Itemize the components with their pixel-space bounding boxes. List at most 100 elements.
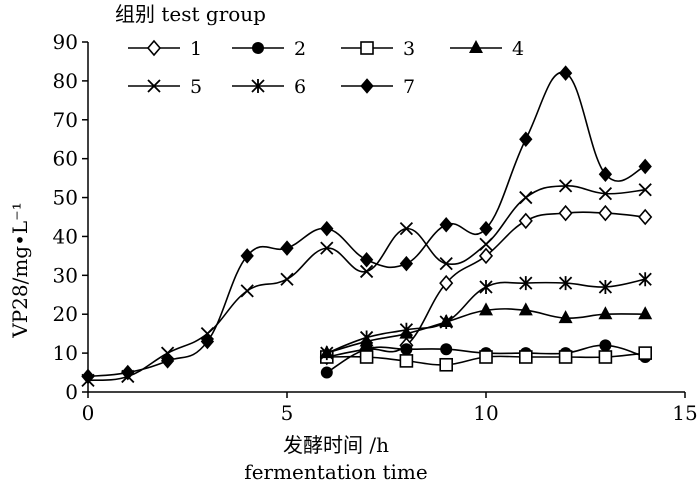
series-6-point: [399, 322, 414, 337]
series-1-point: [598, 204, 613, 222]
series-7-point: [81, 368, 95, 385]
series-4-point: [518, 302, 533, 316]
series-7-point: [598, 166, 613, 182]
series-3: [319, 346, 653, 372]
y-tick-label: 0: [65, 380, 78, 404]
series-7: [81, 65, 652, 385]
legend-marker: [251, 79, 265, 93]
series-3-point: [359, 350, 374, 364]
legend-marker: [469, 40, 483, 53]
legend-marker: [147, 79, 161, 93]
legend-marker: [360, 41, 374, 55]
series-1-point: [478, 247, 494, 265]
series-2-point: [400, 343, 413, 356]
series-7-point: [399, 255, 414, 272]
x-axis-label-chinese: 发酵时间 /h: [283, 433, 389, 457]
legend-item-5: 5: [128, 76, 202, 98]
x-axis-label-english: fermentation time: [244, 460, 427, 484]
series-3-point: [558, 350, 573, 364]
series-5-point: [200, 327, 215, 341]
series-5-point: [439, 257, 453, 271]
y-tick-label: 50: [53, 186, 78, 210]
legend-item-7: 7: [341, 76, 415, 98]
series-7-point: [359, 252, 374, 268]
legend-item-6: 6: [232, 76, 306, 98]
legend-label: 7: [403, 76, 415, 98]
series-3-point: [439, 357, 454, 372]
legend-marker: [146, 39, 162, 57]
legend-item-2: 2: [232, 38, 306, 60]
legend-label: 1: [190, 38, 202, 60]
series-6-point: [479, 280, 493, 294]
y-tick-label: 30: [53, 263, 78, 287]
series-6: [320, 272, 652, 361]
legend: 组别 test group 1 2 3 4 5 6 7: [115, 2, 524, 98]
legend-label: 3: [403, 38, 415, 60]
legend-marker: [360, 78, 374, 94]
series-3-point: [518, 350, 533, 364]
series-7-point: [439, 217, 453, 233]
series-7-point: [121, 364, 135, 381]
series-7-point: [638, 158, 652, 175]
series-5-point: [399, 222, 414, 236]
series-4-point: [638, 306, 653, 320]
x-tick-label: 10: [473, 401, 498, 425]
y-tick-label: 20: [53, 302, 78, 326]
series-2-point: [440, 343, 453, 356]
legend-label: 2: [294, 38, 306, 60]
legend-label: 6: [294, 76, 306, 98]
y-tick-label: 10: [53, 341, 78, 365]
y-tick-label: 90: [53, 30, 78, 54]
series-6-point: [558, 276, 573, 291]
series-3-point: [479, 350, 493, 364]
series-6-point: [439, 315, 453, 329]
series-4-point: [558, 310, 573, 324]
series-7-point: [479, 220, 493, 237]
y-tick-label: 80: [53, 69, 78, 93]
y-tick-label: 60: [53, 147, 78, 171]
series-6-point: [519, 276, 533, 291]
series-4: [319, 302, 653, 359]
series-5-point: [598, 187, 613, 201]
legend-label: 4: [512, 38, 524, 60]
series-3-point: [598, 350, 613, 364]
series-2-point: [599, 339, 612, 352]
legend-marker: [252, 42, 264, 54]
series-5-point: [160, 346, 175, 360]
series-7-point: [558, 65, 573, 81]
y-tick-label: 70: [53, 108, 78, 132]
series-3-point: [399, 354, 414, 368]
series-5-point: [320, 241, 334, 255]
series-5-point: [638, 183, 652, 197]
series-2-point: [320, 366, 333, 379]
series-7-point: [200, 333, 215, 350]
series-1-point: [439, 274, 454, 292]
series-7-point: [240, 248, 254, 264]
series-7-point: [160, 353, 175, 369]
series-5-point: [519, 190, 533, 205]
series-6-point: [320, 346, 334, 361]
series-6-point: [638, 272, 652, 287]
x-tick-label: 0: [82, 401, 95, 425]
y-tick-label: 40: [53, 224, 78, 248]
series-1-point: [638, 208, 653, 226]
series-layer: [81, 65, 653, 387]
legend-title: 组别 test group: [115, 2, 266, 26]
legend-item-3: 3: [341, 38, 415, 60]
series-5-point: [280, 272, 294, 286]
axes: 0 10 20 30 40 50 60 70 80 90 0 5 10 15: [53, 30, 698, 425]
series-3-point: [638, 346, 653, 360]
series-5: [81, 179, 652, 387]
series-1-point: [558, 204, 573, 222]
series-4-point: [479, 302, 493, 316]
series-6-point: [359, 330, 374, 345]
y-axis-label: VP28/mg•L⁻¹: [8, 202, 32, 339]
series-6-point: [598, 280, 613, 294]
series-5-point: [479, 237, 493, 251]
series-5-point: [558, 179, 573, 193]
series-1-point: [518, 212, 533, 230]
series-7-point: [280, 240, 294, 256]
x-tick-label: 15: [672, 401, 697, 425]
series-7-point: [320, 220, 334, 237]
